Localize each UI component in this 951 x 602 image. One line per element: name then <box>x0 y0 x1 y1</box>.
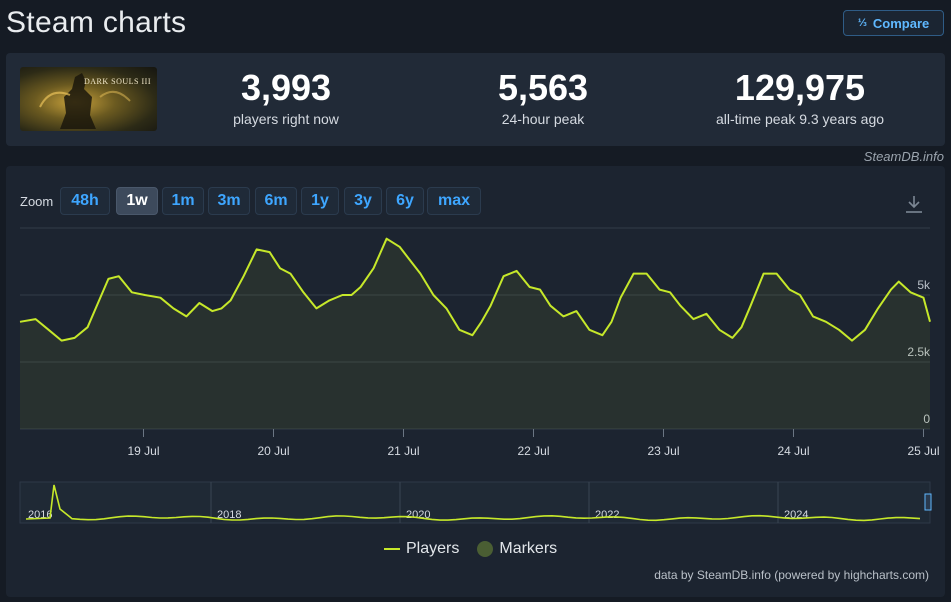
navigator-handle <box>924 493 932 511</box>
knight-icon <box>39 73 131 129</box>
legend-markers[interactable]: Markers <box>477 540 557 558</box>
peak-24h-label: 24-hour peak <box>501 111 585 127</box>
players-area <box>20 238 930 429</box>
players-line-icon <box>384 548 400 550</box>
current-players-label: players right now <box>233 111 339 127</box>
x-tick-label: 23 Jul <box>647 444 679 458</box>
game-capsule-image[interactable]: DARK SOULS III <box>20 67 157 131</box>
x-tick-label: 24 Jul <box>777 444 809 458</box>
zoom-6y-button[interactable]: 6y <box>386 187 424 215</box>
players-series-line <box>19 237 931 342</box>
stats-panel: DARK SOULS III 3,993 players right now 5… <box>6 53 945 146</box>
chart-legend: Players Markers <box>384 540 575 558</box>
all-time-peak-label: all-time peak 9.3 years ago <box>715 111 885 127</box>
zoom-1y-button[interactable]: 1y <box>301 187 339 215</box>
zoom-48h-button[interactable]: 48h <box>60 187 110 215</box>
x-tick-label: 22 Jul <box>517 444 549 458</box>
zoom-3m-button[interactable]: 3m <box>208 187 250 215</box>
markers-dot-icon <box>477 541 494 557</box>
current-players-stat: 3,993 players right now <box>206 67 366 127</box>
compare-label: Compare <box>872 15 930 31</box>
all-time-peak-value: 129,975 <box>734 67 866 108</box>
peak-24h-value: 5,563 <box>497 67 589 108</box>
compare-button[interactable]: ⅓ Compare <box>843 10 944 36</box>
y-tick-label: 5k <box>917 278 931 292</box>
zoom-max-button[interactable]: max <box>427 187 481 215</box>
zoom-label: Zoom <box>20 194 54 209</box>
steamdb-credit[interactable]: SteamDB.info <box>863 149 944 164</box>
x-tick-label: 20 Jul <box>257 444 289 458</box>
legend-markers-label: Markers <box>499 540 558 557</box>
player-count-chart: 0 2.5k 5k 19 Jul 20 Jul 21 Jul 22 Jul 23 Jul 24 … <box>19 227 940 524</box>
y-tick-label: 0 <box>923 412 930 426</box>
navigator-year-label: 2022 <box>595 509 619 521</box>
zoom-3y-button[interactable]: 3y <box>344 187 382 215</box>
navigator-year-label: 2024 <box>784 509 808 521</box>
x-tick-label: 19 Jul <box>127 444 159 458</box>
zoom-1m-button[interactable]: 1m <box>162 187 204 215</box>
data-credit[interactable]: data by SteamDB.info (powered by highcha… <box>654 568 929 582</box>
y-tick-label: 2.5k <box>907 345 931 359</box>
x-tick-label: 25 Jul <box>907 444 939 458</box>
game-capsule-title: DARK SOULS III <box>84 77 151 86</box>
navigator-year-label: 2018 <box>217 509 241 521</box>
chart-panel: Zoom 48h 1w 1m 3m 6m 1y 3y 6y max 0 2.5k 5… <box>6 166 945 597</box>
current-players-value: 3,993 <box>240 67 332 108</box>
x-tick-label: 21 Jul <box>387 444 419 458</box>
legend-players[interactable]: Players <box>384 540 459 558</box>
page-title: Steam charts <box>6 6 187 39</box>
zoom-6m-button[interactable]: 6m <box>255 187 297 215</box>
download-icon[interactable] <box>903 193 925 215</box>
legend-players-label: Players <box>406 540 460 557</box>
all-time-peak-stat: 129,975 all-time peak 9.3 years ago <box>690 67 910 127</box>
zoom-1w-button[interactable]: 1w <box>116 187 158 215</box>
fraction-icon: ⅓ <box>857 16 867 29</box>
navigator-series-line <box>25 484 921 522</box>
peak-24h-stat: 5,563 24-hour peak <box>463 67 623 127</box>
